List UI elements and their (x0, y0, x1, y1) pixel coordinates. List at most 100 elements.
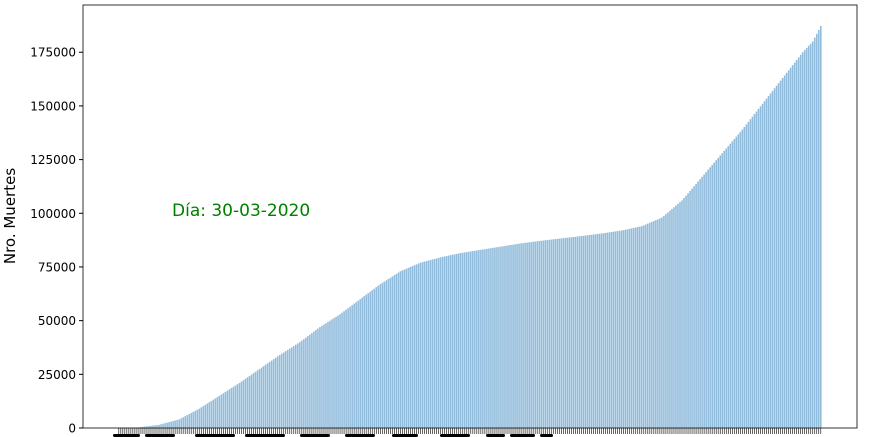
bar (707, 169, 709, 428)
bar (791, 65, 794, 429)
bar (715, 160, 717, 429)
bar (391, 276, 394, 428)
bar (757, 108, 760, 429)
bar (146, 426, 148, 428)
bar (355, 302, 357, 428)
bar (761, 103, 764, 429)
bar (520, 243, 522, 428)
bar (325, 323, 327, 428)
bar (642, 225, 645, 428)
bar (572, 236, 575, 428)
bar (813, 37, 816, 428)
bar (455, 253, 458, 428)
bar (671, 208, 673, 428)
bar (321, 325, 323, 428)
bar (142, 426, 144, 428)
bar (417, 263, 420, 428)
bar (333, 318, 335, 428)
bar (749, 119, 752, 428)
bar (172, 421, 174, 428)
bar (797, 57, 800, 428)
bar (401, 270, 404, 428)
bar (606, 232, 609, 428)
bar (610, 231, 613, 428)
bar (500, 246, 502, 428)
bar (618, 230, 621, 428)
bar (807, 45, 810, 429)
bar (329, 320, 331, 428)
bar (638, 226, 641, 428)
date-annotation: Día: 30-03-2020 (172, 201, 310, 221)
bar (375, 287, 378, 428)
bar (803, 50, 806, 429)
bar (451, 254, 454, 428)
bar (383, 281, 386, 428)
bar (647, 223, 649, 428)
bar (592, 234, 595, 428)
bar (636, 227, 639, 428)
bar (210, 400, 213, 428)
bar (538, 241, 540, 428)
x-tick-label-overlap (195, 434, 235, 437)
bar (232, 386, 235, 428)
bar (274, 357, 277, 428)
bar (365, 294, 368, 428)
bar (216, 397, 219, 428)
bar (184, 416, 186, 428)
bar (407, 267, 410, 428)
bar (395, 273, 398, 428)
bar (224, 391, 227, 428)
bar (755, 111, 758, 428)
bar (743, 126, 746, 429)
bar (305, 337, 307, 428)
bar (476, 250, 478, 428)
bar (506, 245, 508, 428)
bar (190, 412, 193, 428)
bar (522, 243, 524, 428)
bar (767, 96, 770, 428)
bar (711, 164, 713, 428)
bar (596, 233, 599, 428)
bar (586, 235, 589, 428)
x-tick-label-overlap (510, 434, 535, 437)
bar (228, 389, 231, 428)
bar (441, 256, 444, 428)
bar (204, 404, 207, 428)
bar (628, 228, 631, 428)
bar (809, 43, 812, 429)
bar (166, 422, 168, 428)
bar (582, 235, 585, 428)
bar (554, 239, 557, 428)
bar (212, 399, 215, 428)
bar (194, 410, 197, 428)
bar (745, 124, 748, 428)
bar (433, 258, 436, 428)
bar (270, 360, 273, 428)
bar (566, 237, 569, 428)
bar (248, 375, 251, 428)
bar (435, 258, 438, 428)
bar (459, 253, 462, 428)
bar-series (120, 26, 822, 429)
bar (156, 425, 158, 428)
bar (544, 240, 547, 428)
bar (651, 221, 653, 428)
y-axis: 0 25000 50000 75000 100000 125000 150000 175000 (30, 46, 83, 436)
bar (423, 261, 426, 428)
bar (465, 252, 468, 428)
y-tick-label: 0 (68, 422, 76, 436)
bar (677, 203, 679, 428)
bar (616, 231, 619, 428)
bar (445, 256, 448, 428)
bar (751, 116, 754, 429)
x-tick-label-overlap (392, 434, 418, 437)
bar (341, 312, 343, 428)
bar (624, 229, 627, 428)
bar (264, 364, 267, 428)
bar (735, 136, 738, 428)
bar (580, 236, 583, 428)
bar (242, 380, 245, 428)
bar (461, 252, 464, 428)
bar (747, 121, 750, 428)
y-tick-label: 150000 (30, 99, 76, 113)
